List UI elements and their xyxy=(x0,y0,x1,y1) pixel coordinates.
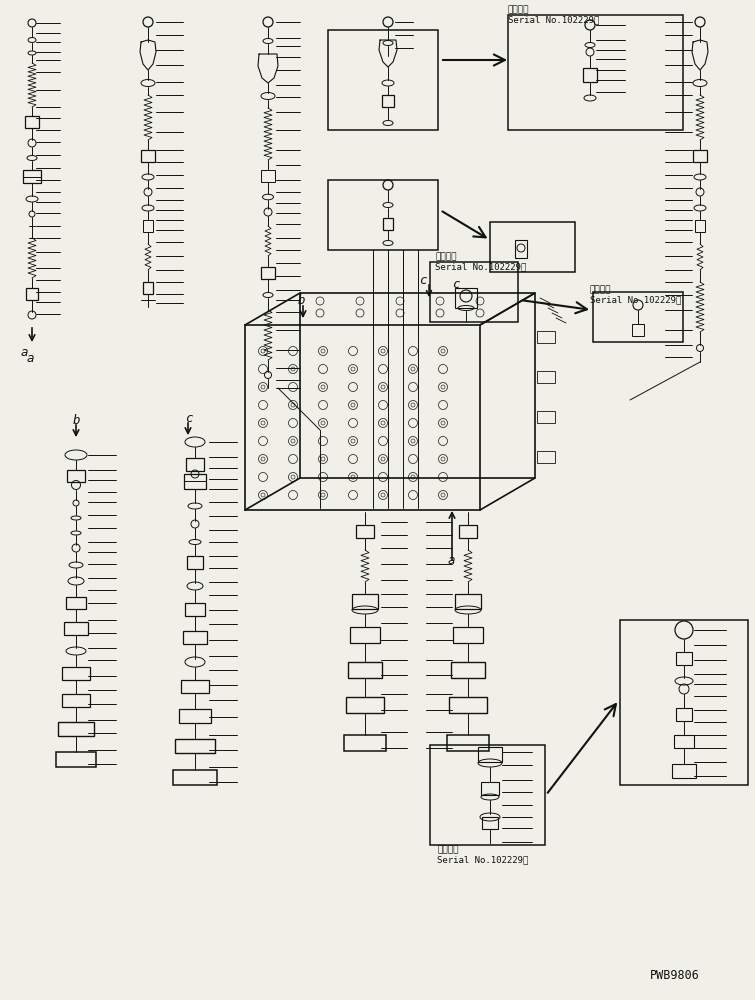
Bar xyxy=(455,288,477,308)
Bar xyxy=(478,747,502,762)
Bar xyxy=(67,470,85,482)
Bar xyxy=(382,95,394,107)
Text: a: a xyxy=(20,346,28,359)
Bar xyxy=(455,594,481,609)
Bar xyxy=(187,556,203,569)
Bar xyxy=(143,220,153,232)
Text: 適用号機
Serial No.102229～: 適用号機 Serial No.102229～ xyxy=(435,252,526,271)
Bar xyxy=(515,240,527,258)
Bar xyxy=(537,371,555,383)
Bar xyxy=(184,474,206,489)
Bar xyxy=(693,150,707,162)
Bar xyxy=(346,697,384,713)
Bar xyxy=(459,525,477,538)
Text: b: b xyxy=(298,294,306,306)
Bar xyxy=(56,752,96,767)
Bar xyxy=(356,525,374,538)
Bar xyxy=(64,622,88,635)
Bar xyxy=(672,764,696,778)
Bar xyxy=(453,627,483,643)
Bar xyxy=(143,282,153,294)
Bar xyxy=(350,627,380,643)
Bar xyxy=(676,708,692,721)
Bar xyxy=(447,735,489,751)
Text: a: a xyxy=(448,554,455,566)
Bar xyxy=(676,652,692,665)
Bar xyxy=(173,770,217,785)
Bar xyxy=(62,667,90,680)
Bar xyxy=(26,288,38,300)
Bar xyxy=(185,603,205,616)
Bar xyxy=(328,30,438,130)
Bar xyxy=(430,262,518,322)
Text: 適用号機
Serial No.102229～: 適用号機 Serial No.102229～ xyxy=(508,5,599,24)
Bar xyxy=(490,222,575,272)
Bar xyxy=(328,180,438,250)
Bar xyxy=(537,411,555,423)
Bar xyxy=(181,680,209,693)
Bar xyxy=(261,170,275,182)
Text: a: a xyxy=(26,352,34,364)
Bar xyxy=(583,68,597,82)
Text: 適用号機
Serial No 102229～: 適用号機 Serial No 102229～ xyxy=(590,285,681,304)
Bar xyxy=(430,745,545,845)
Text: b: b xyxy=(73,414,81,426)
Bar xyxy=(261,267,275,279)
Bar xyxy=(348,662,382,678)
Bar xyxy=(620,620,748,785)
Bar xyxy=(537,331,555,343)
Bar xyxy=(186,458,204,471)
Bar xyxy=(62,694,90,707)
Bar xyxy=(183,631,207,644)
Bar xyxy=(344,735,386,751)
Bar xyxy=(383,218,393,230)
Bar xyxy=(141,150,155,162)
Text: c: c xyxy=(420,273,427,286)
Bar xyxy=(593,292,683,342)
Bar xyxy=(175,739,215,753)
Bar xyxy=(482,817,498,829)
Bar xyxy=(179,709,211,723)
Bar xyxy=(352,594,378,609)
Bar xyxy=(25,116,39,128)
Bar xyxy=(674,735,694,748)
Bar xyxy=(66,597,86,609)
Bar xyxy=(537,451,555,463)
Bar xyxy=(245,325,480,510)
Bar xyxy=(632,324,644,336)
Text: 適用号機
Serial No.102229～: 適用号機 Serial No.102229～ xyxy=(437,845,528,864)
Bar xyxy=(451,662,485,678)
Text: c: c xyxy=(185,412,193,424)
Bar xyxy=(449,697,487,713)
Text: c: c xyxy=(452,278,460,292)
Bar xyxy=(58,722,94,736)
Bar xyxy=(508,15,683,130)
Bar xyxy=(23,170,41,183)
Bar xyxy=(695,220,705,232)
Text: PWB9806: PWB9806 xyxy=(650,969,700,982)
Bar xyxy=(481,782,499,795)
